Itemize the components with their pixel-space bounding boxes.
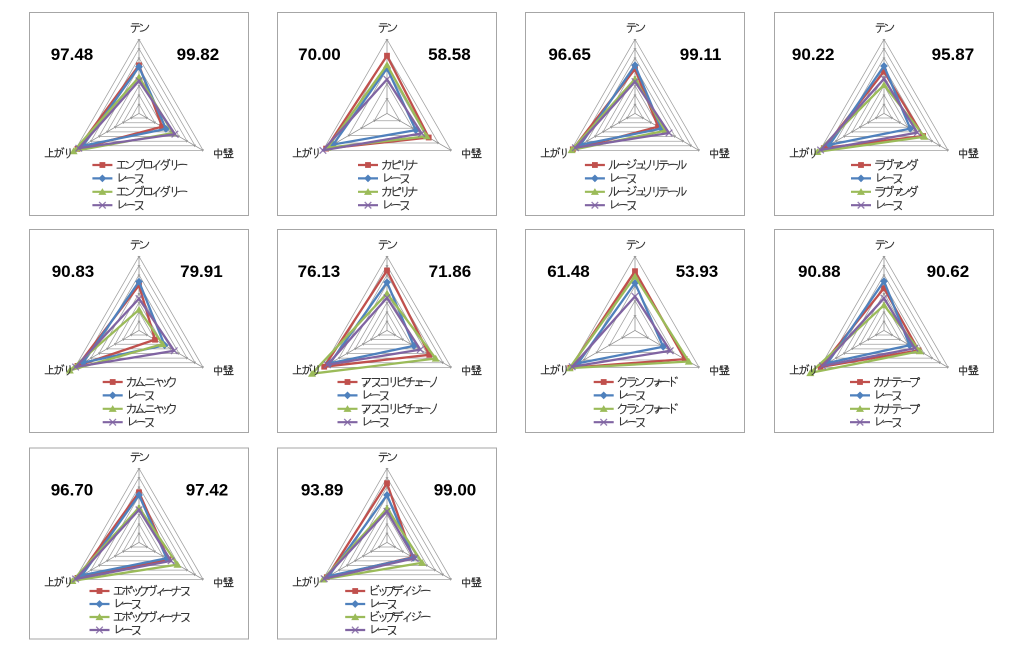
svg-text:76.13: 76.13 bbox=[298, 262, 341, 281]
svg-text:90.88: 90.88 bbox=[798, 262, 841, 281]
svg-text:99.11: 99.11 bbox=[680, 45, 722, 64]
svg-text:95.87: 95.87 bbox=[932, 45, 975, 64]
svg-text:96.65: 96.65 bbox=[548, 45, 591, 64]
svg-text:90.83: 90.83 bbox=[52, 262, 95, 281]
svg-text:58.58: 58.58 bbox=[428, 45, 471, 64]
svg-text:90.22: 90.22 bbox=[792, 45, 835, 64]
svg-text:97.48: 97.48 bbox=[51, 45, 94, 64]
svg-text:99.82: 99.82 bbox=[177, 45, 220, 64]
svg-text:53.93: 53.93 bbox=[676, 262, 719, 281]
svg-text:70.00: 70.00 bbox=[298, 45, 341, 64]
svg-text:96.70: 96.70 bbox=[51, 481, 94, 500]
svg-text:61.48: 61.48 bbox=[547, 262, 590, 281]
svg-text:97.42: 97.42 bbox=[186, 481, 229, 500]
svg-text:71.86: 71.86 bbox=[429, 262, 472, 281]
svg-text:79.91: 79.91 bbox=[180, 262, 223, 281]
svg-text:90.62: 90.62 bbox=[927, 262, 970, 281]
svg-text:99.00: 99.00 bbox=[434, 481, 477, 500]
svg-text:93.89: 93.89 bbox=[301, 481, 344, 500]
